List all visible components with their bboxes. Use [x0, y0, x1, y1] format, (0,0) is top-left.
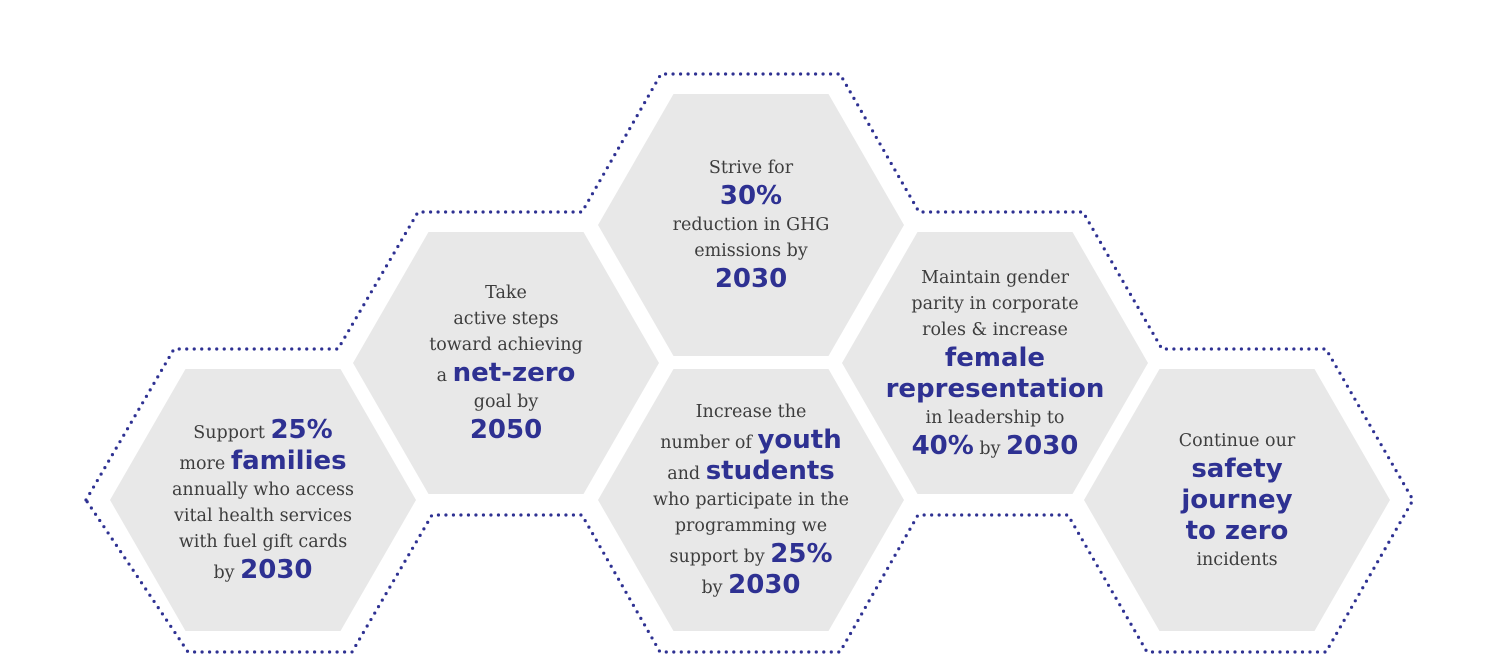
dotted-outline — [84, 72, 1415, 654]
goal-text-families: Support 25% more families annually who acc… — [133, 415, 393, 586]
goal-line: annually who access — [133, 477, 393, 503]
goal-line: 2050 — [376, 415, 636, 446]
goal-line: Support 25% — [133, 415, 393, 446]
body-text: goal by — [473, 392, 539, 412]
highlight-text: students — [705, 456, 835, 486]
goal-line: Maintain gender — [865, 265, 1125, 291]
body-text: who participate in the — [652, 490, 850, 510]
goal-line: reduction in GHG — [621, 212, 881, 238]
goal-line: Increase the — [621, 399, 881, 425]
goal-line: safety — [1107, 454, 1367, 485]
goal-line: by 2030 — [133, 555, 393, 586]
hexagon-net-zero — [353, 232, 659, 494]
highlight-text: 2030 — [1006, 430, 1079, 461]
body-text: Continue our — [1178, 430, 1296, 451]
goal-line: Continue our — [1107, 428, 1367, 454]
body-text: active steps — [453, 309, 559, 329]
goal-line: toward achieving — [376, 332, 636, 358]
body-text: Increase the — [695, 402, 807, 422]
goal-line: with fuel gift cards — [133, 529, 393, 555]
highlight-text: 30% — [719, 181, 783, 211]
body-text: in leadership to — [925, 407, 1065, 428]
highlight-text: to zero — [1185, 515, 1289, 546]
hexagon-ghg — [598, 94, 904, 356]
goal-line: incidents — [1107, 547, 1367, 573]
highlight-text: 2030 — [714, 264, 788, 294]
hexagon-female-leadership — [842, 232, 1148, 494]
highlight-text: youth — [757, 425, 842, 455]
body-text: programming we — [674, 516, 828, 536]
highlight-text: journey — [1181, 484, 1293, 515]
highlight-text: 40% — [911, 430, 974, 461]
goal-line: journey — [1107, 485, 1367, 516]
goal-line: female — [865, 343, 1125, 374]
highlight-text: 2050 — [469, 415, 543, 445]
goal-line: number of youth — [621, 425, 881, 456]
body-text: by — [973, 438, 1007, 459]
goal-text-safety: Continue our safety journey to zero incident… — [1107, 428, 1367, 573]
goal-line: 40% by 2030 — [865, 431, 1125, 462]
body-text: more — [179, 453, 231, 474]
hexagon-youth — [598, 369, 904, 631]
body-text: support by — [669, 547, 771, 567]
body-text: with fuel gift cards — [178, 531, 348, 552]
goal-line: who participate in the — [621, 487, 881, 513]
highlight-text: families — [230, 445, 347, 476]
body-text: incidents — [1196, 549, 1278, 570]
goal-text-youth: Increase the number of youth and students w… — [621, 399, 881, 601]
hexagon-safety — [1084, 369, 1390, 631]
body-text: reduction in GHG — [672, 215, 830, 235]
goal-line: a net-zero — [376, 358, 636, 389]
body-text: vital health services — [174, 505, 352, 526]
goal-line: vital health services — [133, 503, 393, 529]
body-text: emissions by — [694, 241, 808, 261]
goal-line: emissions by — [621, 238, 881, 264]
body-text: Strive for — [708, 158, 794, 178]
highlight-text: female — [944, 342, 1046, 373]
body-text: parity in corporate — [911, 293, 1079, 314]
goal-line: by 2030 — [621, 570, 881, 601]
highlight-text: net-zero — [452, 358, 576, 388]
goal-line: Take — [376, 280, 636, 306]
goal-line: programming we — [621, 513, 881, 539]
body-text: Take — [485, 283, 527, 303]
highlight-text: 25% — [270, 414, 333, 445]
goal-line: goal by — [376, 389, 636, 415]
goal-line: more families — [133, 446, 393, 477]
hexagon-families — [110, 369, 416, 631]
goal-line: support by 25% — [621, 539, 881, 570]
body-text: roles & increase — [922, 319, 1068, 340]
body-text: and — [667, 464, 706, 484]
goal-line: 2030 — [621, 264, 881, 295]
goal-line: and students — [621, 456, 881, 487]
highlight-text: 2030 — [728, 570, 801, 600]
body-text: Support — [193, 422, 271, 443]
highlight-text: representation — [885, 373, 1105, 404]
goal-line: parity in corporate — [865, 291, 1125, 317]
highlight-text: safety — [1191, 453, 1283, 484]
body-text: number of — [660, 433, 758, 453]
goal-text-ghg: Strive for 30% reduction in GHG emissions b… — [621, 155, 881, 295]
body-text: by — [701, 578, 729, 598]
highlight-text: 25% — [770, 539, 833, 569]
goal-line: in leadership to — [865, 405, 1125, 431]
body-text: Maintain gender — [921, 267, 1069, 288]
goal-line: Strive for — [621, 155, 881, 181]
goal-text-net-zero: Take active steps toward achieving a net-ze… — [376, 280, 636, 446]
highlight-text: 2030 — [240, 554, 313, 585]
goal-line: 30% — [621, 181, 881, 212]
goal-line: to zero — [1107, 516, 1367, 547]
body-text: toward achieving — [429, 335, 583, 355]
body-text: annually who access — [171, 479, 355, 500]
goal-line: representation — [865, 374, 1125, 405]
goal-text-female-leadership: Maintain gender parity in corporate roles … — [865, 265, 1125, 462]
body-text: by — [213, 562, 241, 583]
goal-line: active steps — [376, 306, 636, 332]
goal-line: roles & increase — [865, 317, 1125, 343]
body-text: a — [436, 366, 453, 386]
